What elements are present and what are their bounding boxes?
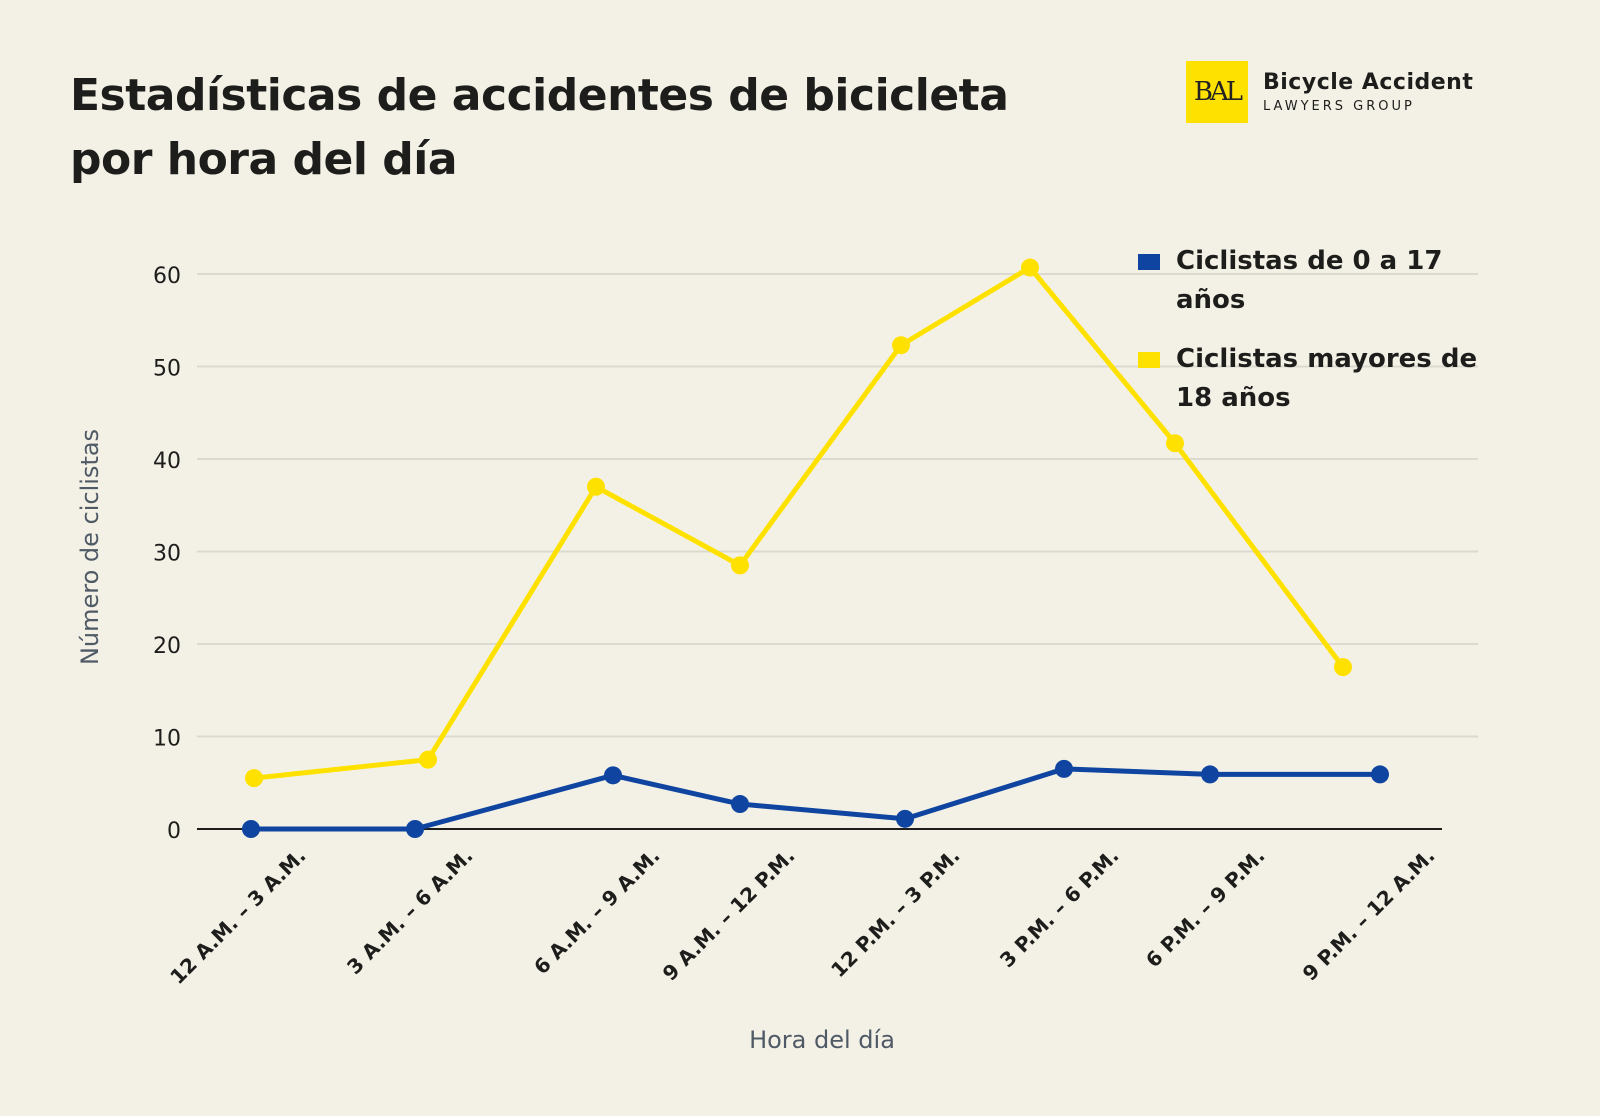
data-point bbox=[892, 336, 910, 355]
x-tick-label: 9 A.M. – 12 P.M. bbox=[658, 844, 800, 986]
legend-swatch bbox=[1138, 254, 1160, 270]
data-point bbox=[419, 750, 437, 769]
series-line bbox=[253, 265, 1345, 781]
logo-name: Bicycle Accident bbox=[1263, 70, 1474, 95]
data-point bbox=[1334, 658, 1352, 677]
legend-label: Ciclistas de 0 a 17 años bbox=[1176, 246, 1443, 315]
y-tick-label: 10 bbox=[153, 727, 181, 752]
logo-mark: BAL bbox=[1186, 61, 1248, 123]
data-point bbox=[242, 820, 260, 838]
y-tick-label: 50 bbox=[153, 357, 181, 382]
y-tick-label: 30 bbox=[153, 542, 181, 567]
chart-title: Estadísticas de accidentes de bicicleta … bbox=[70, 70, 1009, 185]
y-tick-label: 60 bbox=[153, 264, 181, 289]
x-tick-label: 12 P.M. – 3 P.M. bbox=[826, 844, 964, 982]
legend: Ciclistas de 0 a 17 años Ciclistas mayor… bbox=[1138, 242, 1518, 438]
logo: BAL Bicycle Accident LAWYERS GROUP bbox=[1186, 61, 1473, 123]
x-tick-label: 3 P.M. – 6 P.M. bbox=[995, 844, 1124, 973]
logo-subtitle: LAWYERS GROUP bbox=[1263, 99, 1415, 114]
data-point bbox=[1201, 765, 1219, 784]
legend-swatch bbox=[1138, 352, 1160, 368]
data-point bbox=[1021, 258, 1039, 277]
x-tick-label: 12 A.M. – 3 A.M. bbox=[165, 844, 310, 989]
data-point bbox=[406, 820, 424, 838]
y-axis-label: Número de ciclistas bbox=[76, 429, 104, 665]
data-point bbox=[1055, 759, 1073, 778]
y-tick-label: 0 bbox=[167, 819, 181, 844]
y-tick-label: 40 bbox=[153, 449, 181, 474]
x-tick-label: 9 P.M. – 12 A.M. bbox=[1298, 844, 1440, 986]
x-tick-label: 3 A.M. – 6 A.M. bbox=[342, 844, 477, 979]
legend-label: Ciclistas mayores de 18 años bbox=[1176, 344, 1478, 413]
data-point bbox=[587, 477, 605, 496]
y-tick-label: 20 bbox=[153, 634, 181, 659]
legend-item-0-17: Ciclistas de 0 a 17 años bbox=[1138, 242, 1518, 320]
data-point bbox=[1166, 434, 1184, 453]
series-line bbox=[251, 766, 1380, 832]
data-point bbox=[1371, 765, 1389, 784]
x-tick-label: 6 A.M. – 9 A.M. bbox=[529, 844, 664, 979]
data-point bbox=[731, 556, 749, 575]
data-point bbox=[731, 795, 749, 814]
x-axis-label: Hora del día bbox=[749, 1026, 895, 1054]
data-point bbox=[245, 769, 263, 788]
data-point bbox=[896, 809, 914, 828]
x-tick-label: 6 P.M. – 9 P.M. bbox=[1141, 844, 1270, 973]
data-point bbox=[604, 766, 622, 785]
legend-item-18plus: Ciclistas mayores de 18 años bbox=[1138, 340, 1518, 418]
